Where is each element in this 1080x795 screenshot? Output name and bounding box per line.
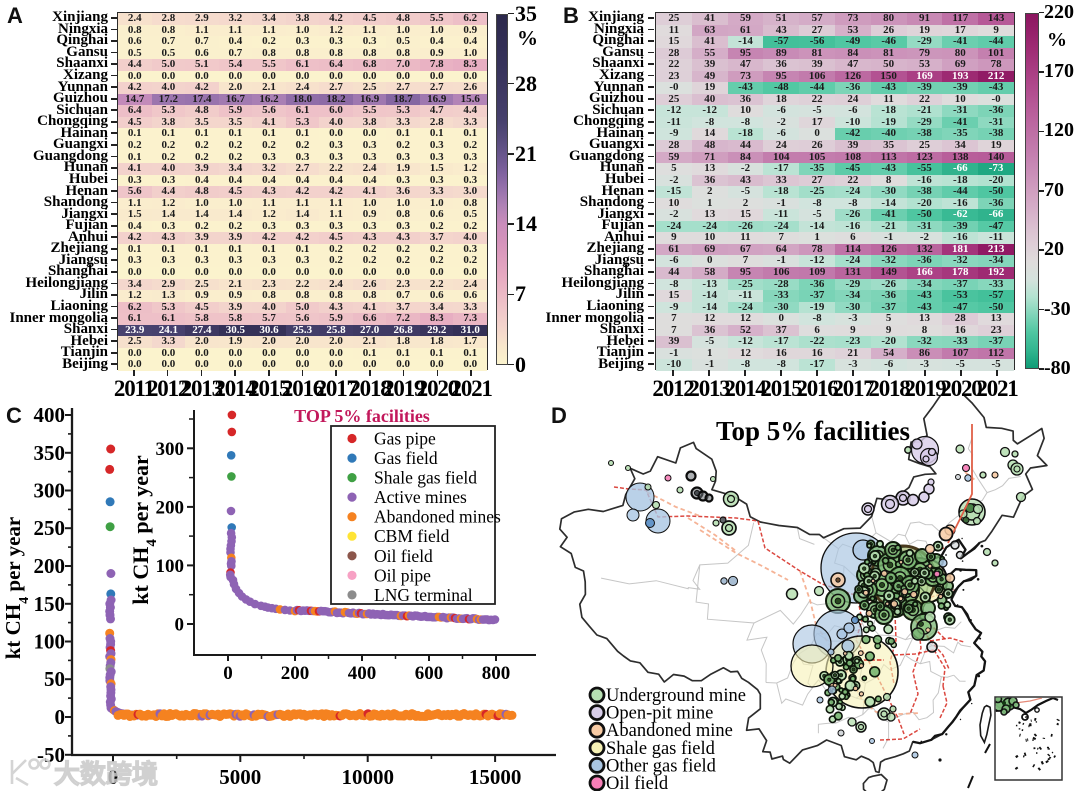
svg-text:Oil field: Oil field: [606, 774, 669, 791]
svg-text:CBM field: CBM field: [374, 526, 450, 546]
svg-text:kt CH4 per year: kt CH4 per year: [128, 455, 160, 605]
svg-text:Shale gas field: Shale gas field: [374, 468, 477, 488]
svg-text:15000: 15000: [469, 765, 522, 789]
svg-text:150: 150: [34, 592, 66, 616]
svg-text:Gas pipe: Gas pipe: [374, 429, 436, 449]
svg-text:Gas field: Gas field: [374, 448, 438, 468]
svg-text:Top 5% facilities: Top 5% facilities: [716, 416, 910, 446]
svg-text:Abandoned mine: Abandoned mine: [606, 721, 733, 741]
svg-text:250: 250: [34, 516, 66, 540]
svg-text:200: 200: [156, 497, 185, 518]
svg-text:Active mines: Active mines: [374, 487, 467, 507]
svg-text:Oil pipe: Oil pipe: [374, 565, 431, 585]
svg-text:Abandoned mines: Abandoned mines: [374, 507, 501, 527]
svg-text:0: 0: [108, 765, 119, 789]
svg-text:100: 100: [34, 630, 66, 654]
svg-text:200: 200: [281, 663, 310, 684]
svg-text:200: 200: [34, 554, 66, 578]
svg-text:350: 350: [34, 441, 66, 465]
svg-text:LNG terminal: LNG terminal: [374, 585, 473, 605]
svg-text:100: 100: [156, 556, 185, 577]
svg-text:0: 0: [175, 615, 185, 636]
svg-text:Underground mine: Underground mine: [606, 686, 746, 706]
svg-text:50: 50: [44, 667, 65, 691]
svg-text:C: C: [6, 403, 22, 428]
svg-text:Open-pit mine: Open-pit mine: [606, 704, 713, 724]
svg-text:300: 300: [156, 439, 185, 460]
svg-text:0: 0: [223, 663, 233, 684]
svg-text:TOP 5% facilities: TOP 5% facilities: [294, 406, 430, 426]
svg-text:5000: 5000: [219, 765, 261, 789]
svg-text:D: D: [551, 403, 567, 428]
svg-text:600: 600: [415, 663, 444, 684]
svg-text:400: 400: [348, 663, 377, 684]
svg-text:10000: 10000: [341, 765, 394, 789]
svg-text:400: 400: [34, 403, 66, 427]
svg-text:Oil field: Oil field: [374, 546, 433, 566]
svg-text:300: 300: [34, 479, 66, 503]
svg-text:kt CH4 per year: kt CH4 per year: [1, 517, 32, 660]
svg-text:0: 0: [55, 705, 66, 729]
svg-text:大数跨境: 大数跨境: [54, 759, 158, 789]
svg-text:Other gas field: Other gas field: [606, 756, 717, 776]
svg-text:800: 800: [482, 663, 511, 684]
svg-text:Shale gas field: Shale gas field: [606, 739, 716, 759]
